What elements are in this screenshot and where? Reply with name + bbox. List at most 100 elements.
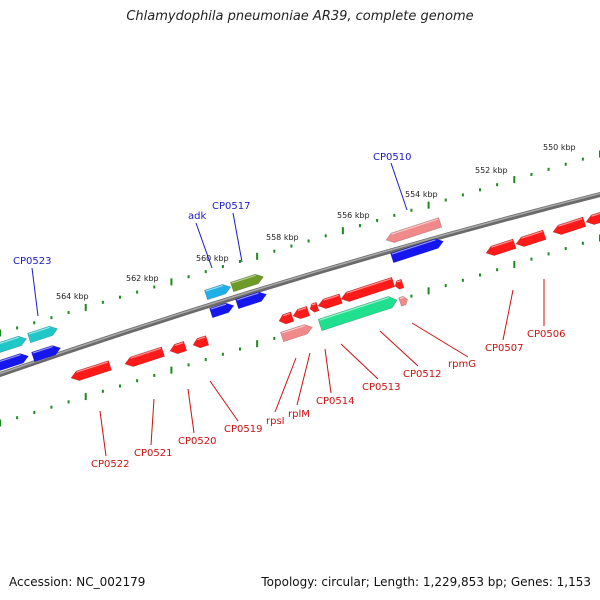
gene-blue-4 (235, 291, 267, 310)
gene-label: CP0506 (527, 329, 565, 340)
gene-label: CP0512 (403, 369, 441, 380)
gene-adk-shine (205, 284, 224, 292)
gene-cp0522 (70, 360, 112, 381)
kbp-label: 558 kbp (266, 233, 299, 242)
gene-adk-body (204, 284, 232, 301)
gene-blue-1 (0, 353, 29, 372)
gene-cp0519-shine (197, 336, 206, 341)
leader-line (209, 380, 239, 422)
map-labels: 550 kbp 552 kbp 554 kbp 556 kbp 558 kbp 560 k… (13, 143, 576, 470)
kbp-label: 560 kbp (196, 254, 229, 263)
gene-small-1 (309, 301, 320, 313)
gene-label: CP0520 (178, 436, 216, 447)
gene-cp0510 (385, 217, 443, 243)
gene-cp0507-shine (491, 239, 513, 248)
gene-rplm (292, 305, 311, 320)
gene-cp0512-body (340, 276, 396, 302)
kbp-label: 562 kbp (126, 274, 159, 283)
gene-cp0514 (280, 324, 313, 343)
gene-label: CP0513 (362, 382, 400, 393)
gene-label: CP0507 (485, 343, 523, 354)
gene-cyan-2-body (27, 325, 59, 344)
gene-green (317, 296, 398, 332)
gene-label: CP0521 (134, 448, 172, 459)
gene-cp0506-shine (521, 230, 543, 239)
gene-label: CP0519 (224, 424, 262, 435)
gene-cp0510-body (385, 217, 443, 243)
gene-cp0507 (485, 238, 517, 256)
gene-cp0507-body (485, 238, 517, 256)
gene-features (0, 210, 600, 381)
gene-label: CP0514 (316, 396, 354, 407)
label-leader-lines (31, 162, 545, 457)
gene-cp0506 (515, 229, 547, 247)
leader-line (99, 410, 107, 457)
leader-line (31, 267, 39, 317)
gene-red-far-1-shine (558, 217, 583, 227)
gene-rplm-shine (297, 307, 307, 311)
gene-red-far-2 (585, 210, 600, 225)
kbp-scale-ticks (0, 150, 600, 427)
leader-line (390, 162, 408, 211)
gene-cyan-2 (27, 325, 59, 344)
gene-label: CP0523 (13, 256, 51, 267)
topology-info: Topology: circular; Length: 1,229,853 bp… (261, 575, 591, 589)
leader-line (232, 212, 243, 263)
gene-rpsi-body (278, 311, 295, 325)
gene-rpmg-shine (399, 296, 404, 300)
backbone-highlight (0, 192, 600, 375)
gene-adk (204, 284, 232, 301)
gene-small-2 (394, 278, 405, 290)
gene-cp0520 (169, 340, 188, 355)
gene-cp0522-shine (76, 361, 109, 373)
kbp-label: 552 kbp (475, 166, 508, 175)
backbone-line (0, 191, 600, 378)
gene-blue-3-shine (210, 303, 227, 310)
gene-cyan-1 (0, 335, 28, 354)
gene-green-shine (319, 296, 390, 321)
gene-rpmg-body (398, 295, 408, 307)
gene-rpsi (278, 311, 295, 325)
gene-cyan-1-shine (0, 336, 19, 345)
gene-label: rplM (288, 409, 310, 420)
accession-label: Accession: NC_002179 (9, 575, 146, 589)
gene-cyan-1-body (0, 335, 28, 354)
gene-cp0519 (192, 335, 210, 349)
gene-red-far-2-shine (591, 211, 600, 217)
gene-cp0520-body (169, 340, 188, 355)
gene-cp0522-body (70, 360, 112, 381)
gene-cp0513 (317, 293, 343, 309)
leader-line (502, 289, 514, 341)
gene-red-far-2-body (585, 210, 600, 225)
gene-small-2-shine (396, 280, 401, 283)
gene-cp0513-body (317, 293, 343, 309)
gene-rplm-body (292, 305, 311, 320)
gene-label: CP0510 (373, 152, 411, 163)
gene-blue-5 (390, 238, 444, 264)
gene-label: CP0517 (212, 201, 250, 212)
kbp-label: 554 kbp (405, 190, 438, 199)
leader-line (150, 398, 155, 446)
leader-line (324, 348, 332, 394)
gene-cp0513-shine (323, 294, 339, 301)
gene-rpmg (398, 295, 408, 307)
gene-cp0506-body (515, 229, 547, 247)
gene-cp0519-body (192, 335, 210, 349)
gene-blue-2-shine (32, 346, 53, 354)
leader-line (274, 357, 297, 413)
gene-cp0521-shine (130, 347, 162, 359)
gene-blue-4-body (235, 291, 267, 310)
gene-label: rpsI (266, 416, 285, 427)
gene-label: CP0522 (91, 459, 129, 470)
gene-blue-2 (31, 345, 62, 363)
gene-blue-5-body (390, 238, 444, 264)
genome-backbone (0, 191, 600, 378)
gene-blue-2-body (31, 345, 62, 363)
leader-line (379, 330, 419, 367)
leader-line (187, 388, 195, 434)
gene-label: adk (188, 211, 206, 222)
gene-rpsi-shine (282, 312, 291, 317)
gene-blue-5-shine (391, 239, 436, 255)
gene-blue-1-body (0, 353, 29, 372)
